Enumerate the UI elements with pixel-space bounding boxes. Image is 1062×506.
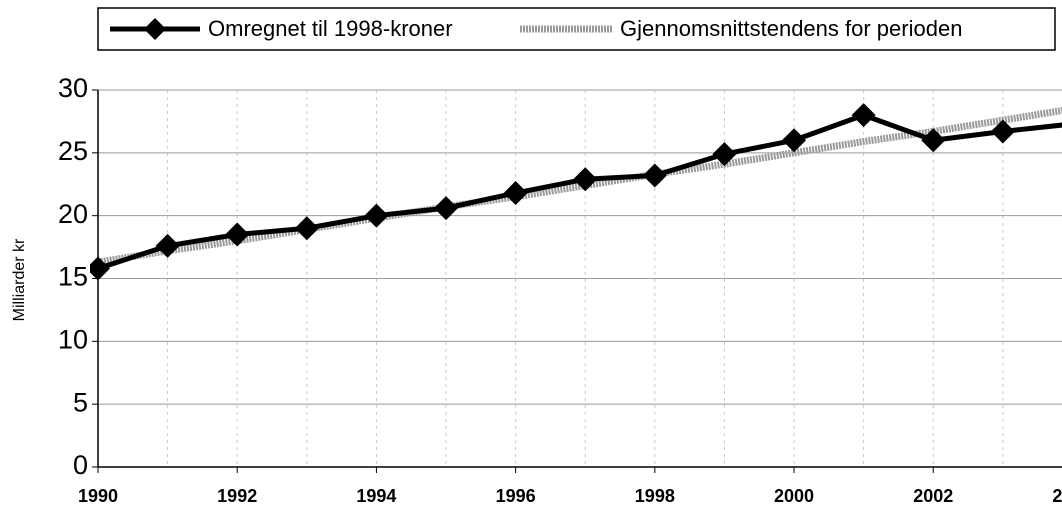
y-tick-label: 10 bbox=[58, 324, 88, 354]
x-tick-label: 1996 bbox=[496, 486, 536, 506]
y-tick-label: 20 bbox=[58, 199, 88, 229]
marker bbox=[364, 203, 389, 228]
legend-label: Omregnet til 1998-kroner bbox=[208, 16, 453, 41]
marker bbox=[90, 256, 110, 281]
y-tick-label: 25 bbox=[58, 136, 88, 166]
legend-box bbox=[97, 7, 1056, 51]
x-tick-label: 2004 bbox=[1052, 486, 1062, 506]
marker bbox=[155, 233, 180, 258]
legend-label: Gjennomsnittstendens for perioden bbox=[620, 16, 962, 41]
marker bbox=[851, 103, 876, 128]
marker bbox=[225, 222, 250, 247]
marker bbox=[434, 196, 459, 221]
y-tick-label: 5 bbox=[73, 387, 88, 417]
data-line bbox=[97, 112, 1062, 271]
x-tick-label: 1990 bbox=[78, 486, 118, 506]
y-tick-label: 30 bbox=[58, 73, 88, 103]
plot-area bbox=[90, 103, 1062, 281]
marker bbox=[990, 119, 1015, 144]
marker bbox=[782, 128, 807, 153]
marker bbox=[573, 167, 598, 192]
x-tick-label: 1994 bbox=[356, 486, 396, 506]
marker bbox=[642, 163, 667, 188]
x-tick-label: 1992 bbox=[217, 486, 257, 506]
legend-swatch bbox=[144, 18, 166, 40]
marker bbox=[503, 181, 528, 206]
y-axis-label: Milliarder kr bbox=[11, 238, 28, 321]
x-tick-label: 2002 bbox=[913, 486, 953, 506]
x-tick-label: 2000 bbox=[774, 486, 814, 506]
y-tick-label: 15 bbox=[58, 262, 88, 292]
marker bbox=[294, 216, 319, 241]
y-tick-label: 0 bbox=[73, 450, 88, 480]
legend: Omregnet til 1998-kroner Gjennomsnittsten… bbox=[110, 16, 962, 41]
x-tick-label: 1998 bbox=[635, 486, 675, 506]
marker bbox=[921, 128, 946, 153]
marker bbox=[712, 142, 737, 167]
